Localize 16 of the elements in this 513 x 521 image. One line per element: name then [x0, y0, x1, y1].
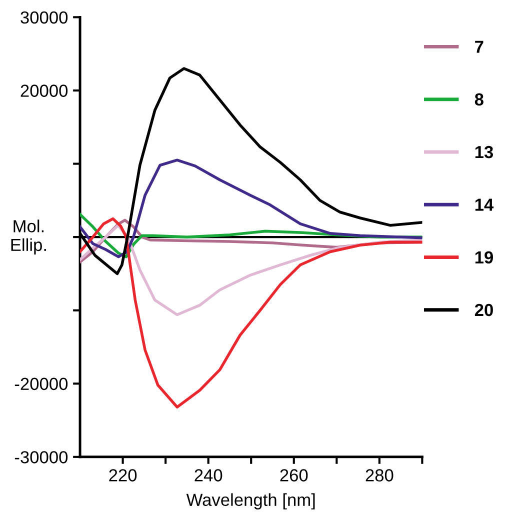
legend-label: 14	[475, 198, 494, 211]
y-tick-label: 20000	[20, 84, 68, 97]
x-axis-title: Wavelength [nm]	[186, 493, 315, 510]
legend-label: 7	[475, 40, 484, 53]
y-tick-label: -20000	[14, 378, 68, 390]
x-tick-label: 220	[109, 469, 137, 482]
x-tick-label: 260	[280, 469, 308, 482]
legend-label: 20	[474, 304, 493, 316]
y-tick-label: 30000	[20, 11, 68, 24]
y-axis-title: Mol. Ellip.	[11, 220, 46, 254]
legend-label: 19	[475, 251, 493, 264]
x-tick-label: 280	[366, 469, 394, 482]
legend-label: 13	[475, 146, 494, 158]
y-tick-label: -30000	[14, 451, 68, 464]
legend-label: 8	[474, 93, 484, 106]
x-tick-label: 240	[194, 469, 222, 482]
